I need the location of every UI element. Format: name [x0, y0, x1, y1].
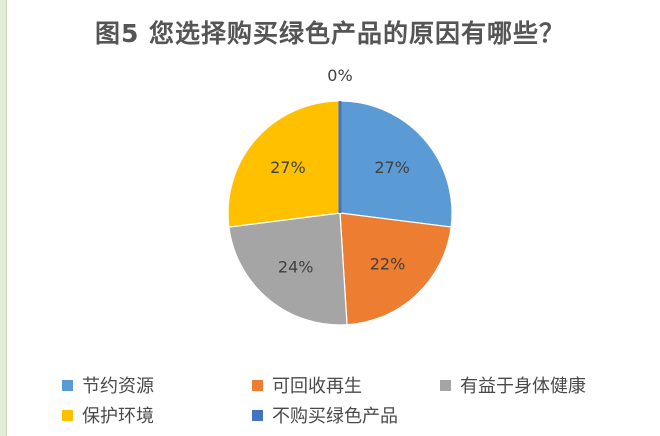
pie-slices — [227, 100, 453, 326]
legend-swatch-3 — [62, 409, 73, 421]
pie-slice-3 — [227, 100, 341, 228]
legend-swatch-2 — [440, 379, 451, 391]
pie-slice-0 — [339, 100, 453, 228]
pie-data-labels: 27% 22% 24% 27% 0% — [270, 66, 410, 277]
pie-slice-1 — [339, 212, 452, 326]
legend-label-4: 不购买绿色产品 — [272, 406, 398, 427]
legend-label-2: 有益于身体健康 — [460, 376, 586, 397]
legend-label-3: 保护环境 — [82, 406, 154, 427]
data-label-2: 24% — [278, 258, 314, 277]
legend-item-2: 有益于身体健康 — [440, 372, 586, 398]
legend-label-1: 可回收再生 — [272, 376, 362, 397]
legend-item-3: 保护环境 — [62, 402, 154, 428]
legend-label-0: 节约资源 — [82, 376, 154, 397]
data-label-1: 22% — [370, 255, 406, 274]
legend-swatch-1 — [252, 379, 263, 391]
chart-title: 图5 您选择购买绿色产品的原因有哪些？ — [94, 19, 566, 48]
legend-item-0: 节约资源 — [62, 372, 154, 398]
legend-item-1: 可回收再生 — [252, 372, 362, 398]
data-label-0: 27% — [374, 158, 410, 177]
legend-swatch-4 — [252, 409, 263, 421]
legend-swatch-0 — [62, 379, 73, 391]
pie-slice-2 — [228, 212, 348, 326]
page-edge-rule — [0, 0, 6, 436]
pie-chart: 27% 22% 24% 27% 0% — [227, 66, 453, 326]
page-edge-line — [6, 0, 7, 436]
chart-legend: 节约资源 可回收再生 有益于身体健康 保护环境 不购买绿色产品 — [62, 372, 652, 432]
data-label-4: 0% — [327, 66, 352, 85]
legend-item-4: 不购买绿色产品 — [252, 402, 398, 428]
data-label-3: 27% — [270, 158, 306, 177]
